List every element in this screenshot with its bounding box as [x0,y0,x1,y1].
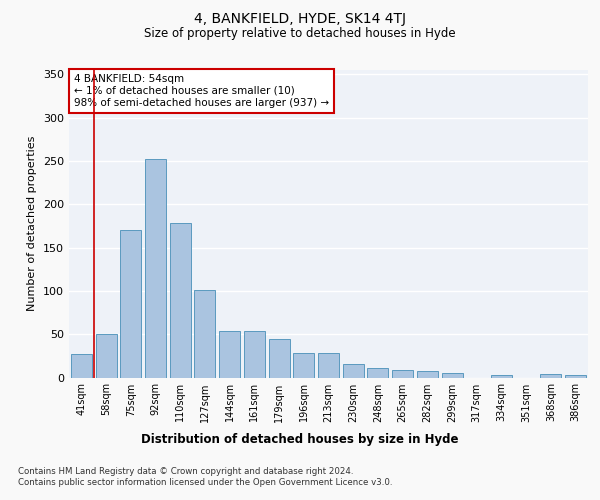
Text: Contains HM Land Registry data © Crown copyright and database right 2024.
Contai: Contains HM Land Registry data © Crown c… [18,468,392,487]
Bar [491,375,512,378]
Bar [269,338,290,378]
Bar [170,224,191,378]
Text: Distribution of detached houses by size in Hyde: Distribution of detached houses by size … [141,432,459,446]
Bar [120,230,141,378]
Bar [244,330,265,378]
Bar [71,354,92,378]
Text: 4 BANKFIELD: 54sqm
← 1% of detached houses are smaller (10)
98% of semi-detached: 4 BANKFIELD: 54sqm ← 1% of detached hous… [74,74,329,108]
Text: Size of property relative to detached houses in Hyde: Size of property relative to detached ho… [144,28,456,40]
Bar [442,373,463,378]
Bar [367,368,388,378]
Text: 4, BANKFIELD, HYDE, SK14 4TJ: 4, BANKFIELD, HYDE, SK14 4TJ [194,12,406,26]
Bar [194,290,215,378]
Bar [145,159,166,378]
Bar [541,374,562,378]
Bar [293,353,314,378]
Bar [95,334,116,378]
Y-axis label: Number of detached properties: Number of detached properties [28,136,37,312]
Bar [565,375,586,378]
Bar [219,330,240,378]
Bar [417,372,438,378]
Bar [392,370,413,378]
Bar [343,364,364,378]
Bar [318,353,339,378]
